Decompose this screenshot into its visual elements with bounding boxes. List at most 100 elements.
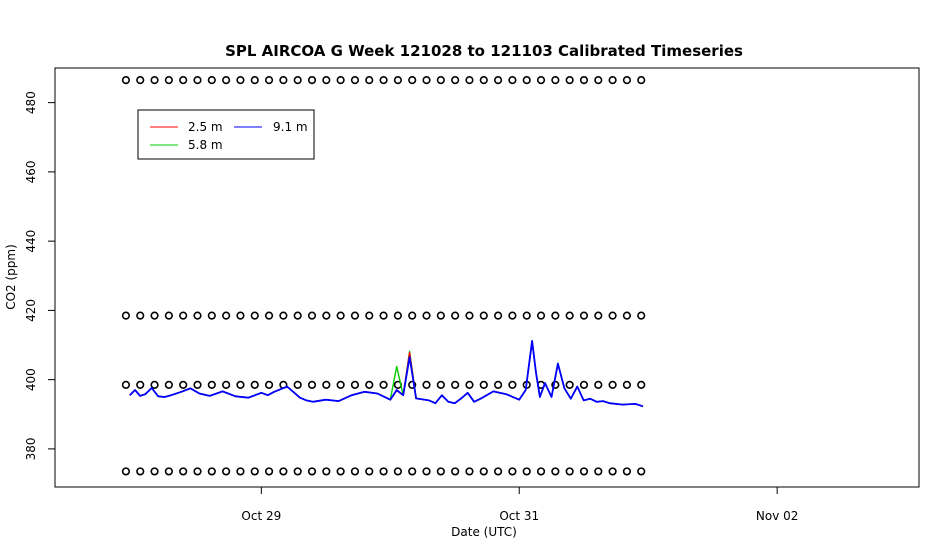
standard-point — [222, 76, 231, 85]
standard-point — [136, 380, 145, 389]
standard-point — [422, 380, 431, 389]
standard-point — [307, 380, 317, 389]
standard-point — [422, 467, 431, 476]
series-line-2-5-m — [129, 340, 644, 407]
standard-point — [451, 311, 460, 320]
standard-point — [350, 311, 360, 320]
standard-point — [193, 311, 202, 320]
standard-point — [536, 76, 546, 85]
standard-point — [250, 311, 259, 320]
standard-point — [579, 467, 589, 476]
standard-point — [222, 380, 231, 389]
standard-point — [293, 311, 302, 320]
standard-point — [150, 467, 159, 476]
standard-point — [393, 76, 402, 85]
standard-point — [136, 76, 145, 85]
standard-point — [350, 76, 360, 85]
standard-point — [379, 76, 388, 85]
standard-point — [436, 311, 445, 320]
standard-point — [436, 380, 445, 389]
standard-point — [379, 311, 388, 320]
standard-point — [508, 311, 517, 320]
standard-point — [508, 467, 517, 476]
standard-point — [579, 76, 589, 85]
standard-point — [436, 467, 445, 476]
standard-point — [136, 467, 145, 476]
series-line-9-1-m — [129, 339, 644, 408]
standard-point — [179, 380, 188, 389]
standard-point — [493, 467, 503, 476]
x-tick-label: Oct 29 — [241, 509, 281, 523]
standard-point — [479, 380, 488, 389]
x-tick-label: Nov 02 — [756, 509, 799, 523]
standard-point — [193, 76, 202, 85]
standard-point — [322, 380, 331, 389]
standard-point — [193, 467, 202, 476]
standard-point — [336, 311, 345, 320]
standard-point — [579, 311, 589, 320]
standard-point — [365, 380, 374, 389]
plot-area-frame — [54, 67, 920, 488]
standard-point — [622, 76, 632, 85]
standard-point — [637, 76, 646, 85]
standard-point — [164, 311, 173, 320]
standard-point — [322, 311, 331, 320]
standard-point — [336, 467, 345, 476]
standard-point — [408, 311, 417, 320]
standard-point — [336, 380, 345, 389]
standard-point — [493, 311, 503, 320]
standard-point — [479, 76, 488, 85]
standard-point — [408, 467, 417, 476]
standard-point — [465, 467, 474, 476]
standard-point — [279, 311, 288, 320]
standard-point — [293, 76, 302, 85]
standard-point — [279, 467, 288, 476]
standard-point — [136, 311, 145, 320]
standard-point — [350, 467, 360, 476]
standard-point — [350, 380, 360, 389]
standard-point — [451, 467, 460, 476]
standard-point — [179, 76, 188, 85]
x-tick-label: Oct 31 — [499, 509, 539, 523]
y-tick-label: 460 — [24, 160, 38, 183]
standard-point — [365, 76, 374, 85]
legend-box — [137, 109, 315, 160]
chart-title: SPL AIRCOA G Week 121028 to 121103 Calib… — [225, 42, 743, 60]
standard-point — [551, 467, 560, 476]
calibration-standards — [121, 76, 646, 476]
standard-point — [250, 76, 259, 85]
standard-point — [236, 380, 245, 389]
standard-point — [222, 311, 231, 320]
standard-point — [293, 467, 302, 476]
standard-point — [207, 76, 216, 85]
standard-point — [236, 467, 245, 476]
standard-point — [493, 76, 503, 85]
standard-point — [508, 76, 517, 85]
standard-point — [164, 76, 173, 85]
standard-point — [264, 76, 274, 85]
standard-point — [164, 380, 173, 389]
series-line-5-8-m — [129, 341, 644, 407]
standard-point — [264, 311, 274, 320]
standard-point — [121, 76, 131, 85]
standard-point — [622, 467, 632, 476]
series-lines — [129, 339, 644, 408]
legend-label-9-1m: 9.1 m — [273, 120, 308, 134]
standard-point — [622, 380, 632, 389]
standard-point — [608, 76, 617, 85]
standard-point — [121, 467, 131, 476]
standard-point — [465, 380, 474, 389]
standard-point — [322, 467, 331, 476]
standard-point — [422, 76, 431, 85]
y-tick-label: 420 — [24, 299, 38, 322]
standard-point — [307, 311, 317, 320]
y-tick-label: 440 — [24, 230, 38, 253]
standard-point — [479, 311, 488, 320]
standard-point — [608, 380, 617, 389]
standard-point — [622, 311, 632, 320]
standard-point — [608, 311, 617, 320]
standard-point — [436, 76, 445, 85]
standard-point — [336, 76, 345, 85]
